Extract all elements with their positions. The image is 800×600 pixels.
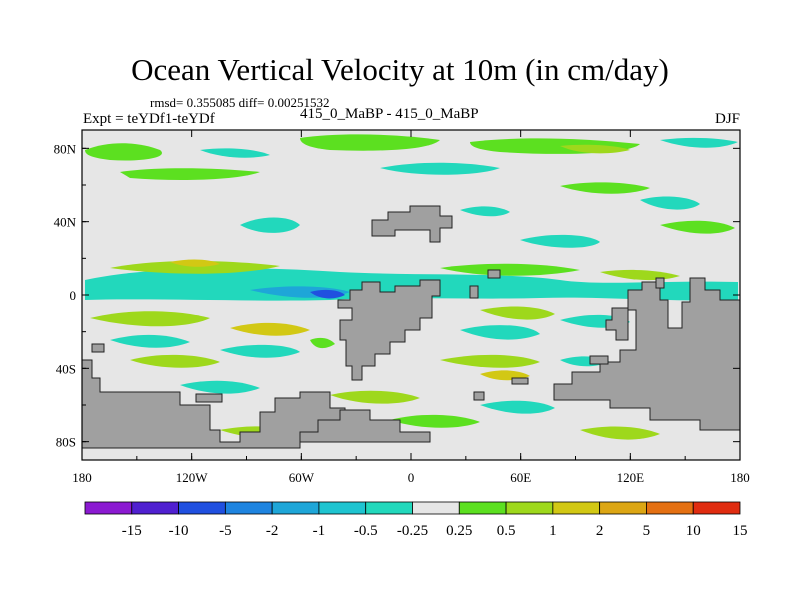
land-masses [82, 205, 740, 449]
anomaly-patch [480, 400, 555, 414]
land-east-island [605, 307, 629, 341]
anomaly-patch [170, 259, 220, 267]
colorbar-swatch [84, 501, 133, 515]
land-east-continent [553, 277, 740, 431]
land-small-island [511, 377, 529, 385]
lat-tick-label: 40S [56, 361, 76, 376]
anomaly-patch [460, 325, 540, 340]
land-north-block [371, 205, 453, 243]
land-small-island [469, 285, 479, 299]
anomaly-patch [130, 354, 220, 368]
lon-tick-label: 180 [72, 470, 92, 485]
land-small-island [589, 355, 609, 365]
anomaly-patch [660, 137, 738, 148]
colorbar-swatch [552, 501, 601, 515]
anomaly-patch [640, 196, 700, 210]
colorbar-swatch [599, 501, 647, 515]
anomaly-patch [560, 182, 650, 194]
colorbar-swatch [224, 501, 273, 515]
colorbar-swatch [178, 501, 226, 515]
anomaly-patch [110, 334, 190, 348]
colorbar-label: -5 [219, 523, 232, 539]
colorbar-swatch [646, 501, 694, 515]
anomaly-patch [580, 426, 660, 440]
anomaly-patch [660, 220, 735, 234]
lat-tick-label: 40N [54, 215, 77, 230]
lon-tick-label: 60E [510, 470, 531, 485]
colorbar-label: 0.25 [446, 523, 472, 539]
colorbar-swatch [692, 501, 741, 515]
anomaly-patch [120, 168, 260, 180]
anomaly-patch [520, 234, 600, 248]
latitude-axis: 80N 40N 0 40S 80S [54, 141, 740, 450]
anomaly-patch [560, 144, 630, 154]
anomaly-patch [480, 306, 555, 320]
colorbar-label: 15 [733, 523, 748, 539]
lat-tick-label: 80S [56, 435, 76, 450]
anomaly-patch [110, 261, 280, 274]
lon-tick-label: 120W [176, 470, 209, 485]
anomaly-patch [180, 380, 260, 394]
land-antarctica-peninsula [299, 409, 431, 443]
colorbar-label: -1 [313, 523, 326, 539]
anomaly-patch [200, 148, 270, 158]
anomaly-patch [85, 268, 738, 301]
land-small-island [195, 393, 223, 403]
anomaly-patch [440, 263, 580, 276]
anomaly-patch [220, 344, 300, 358]
colorbar-swatch [505, 501, 554, 515]
lon-tick-label: 0 [408, 470, 415, 485]
land-small-island [91, 343, 105, 353]
anomaly-patch [380, 162, 500, 175]
lon-tick-label: 120E [617, 470, 645, 485]
colorbar-label: -10 [169, 523, 189, 539]
plot-title: Ocean Vertical Velocity at 10m (in cm/da… [131, 52, 669, 87]
anomaly-patch [460, 206, 510, 217]
colorbar-swatch [412, 501, 460, 515]
period-label: 415_0_MaBP - 415_0_MaBP [300, 106, 479, 122]
experiment-label: Expt = teYDf1-teYDf [83, 111, 215, 127]
anomaly-patch [85, 143, 162, 161]
land-south-america [337, 279, 441, 381]
anomaly-patch [90, 311, 210, 327]
anomaly-patch [300, 134, 440, 151]
anomaly-patch [440, 354, 540, 368]
colorbar-label: -0.25 [397, 523, 428, 539]
lon-tick-label: 60W [289, 470, 315, 485]
season-label: DJF [714, 111, 740, 127]
colorbar-label: 0.5 [497, 523, 516, 539]
colorbar-swatch [131, 501, 179, 515]
colorbar-swatch [318, 501, 367, 515]
anomaly-patch [310, 337, 335, 349]
colorbar-label: 5 [643, 523, 651, 539]
land-small-island [655, 277, 665, 289]
anomaly-patch [240, 217, 300, 233]
map-panel: 80N 40N 0 40S 80S 180 120W 60W 0 60E 120E 180 [54, 129, 750, 485]
colorbar-label: -15 [122, 523, 142, 539]
land-small-island [487, 269, 501, 279]
stats-label: rmsd= 0.355085 diff= 0.00251532 [150, 95, 330, 110]
anomaly-patch [390, 414, 480, 428]
colorbar-swatch [458, 501, 507, 515]
colorbar-label: 2 [596, 523, 604, 539]
lat-tick-label: 80N [54, 141, 77, 156]
colorbar-label: -2 [266, 523, 279, 539]
anomaly-patch [310, 289, 345, 299]
colorbar-label: -0.5 [354, 523, 378, 539]
colorbar-swatch [271, 501, 320, 515]
colorbar-label: 10 [686, 523, 701, 539]
lon-tick-label: 180 [730, 470, 750, 485]
colorbar-label: 1 [549, 523, 557, 539]
lat-tick-label: 0 [70, 288, 77, 303]
colorbar: -15 -10 -5 -2 -1 -0.5 -0.25 0.25 0.5 1 2 5 10 15 [84, 501, 748, 539]
colorbar-swatch [365, 501, 413, 515]
longitude-axis: 180 120W 60W 0 60E 120E 180 [72, 130, 750, 485]
land-small-island [473, 391, 485, 401]
anomaly-patch [330, 390, 420, 404]
anomaly-patch [230, 322, 310, 336]
